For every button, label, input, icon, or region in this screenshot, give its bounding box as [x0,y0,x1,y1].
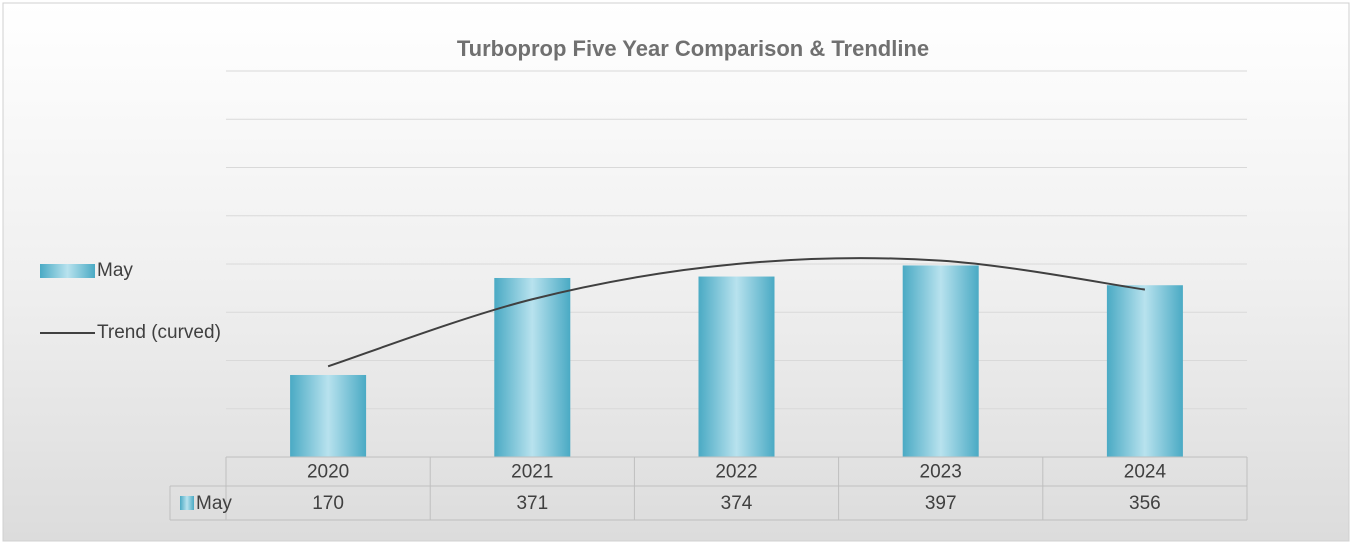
x-tick-label: 2021 [511,462,553,483]
trend-line [327,257,1146,368]
table-value: 374 [721,493,753,514]
x-tick-label: 2023 [920,462,962,483]
table-value: 170 [312,493,344,514]
table-value: 371 [516,493,548,514]
bar [698,276,775,457]
legend-swatch [40,264,95,278]
bar [1106,285,1183,457]
x-tick-label: 2024 [1124,462,1167,483]
x-tick-label: 2020 [307,462,349,483]
table-value: 356 [1129,493,1161,514]
table-legend-key [180,496,194,510]
bar [494,277,571,457]
legend-label: May [97,260,133,281]
x-tick-label: 2022 [715,462,757,483]
table-row-label: May [196,493,232,514]
bar [902,265,979,457]
table-value: 397 [925,493,957,514]
chart-title: Turboprop Five Year Comparison & Trendli… [457,36,929,61]
bar [290,374,367,457]
legend-label: Trend (curved) [97,322,221,343]
